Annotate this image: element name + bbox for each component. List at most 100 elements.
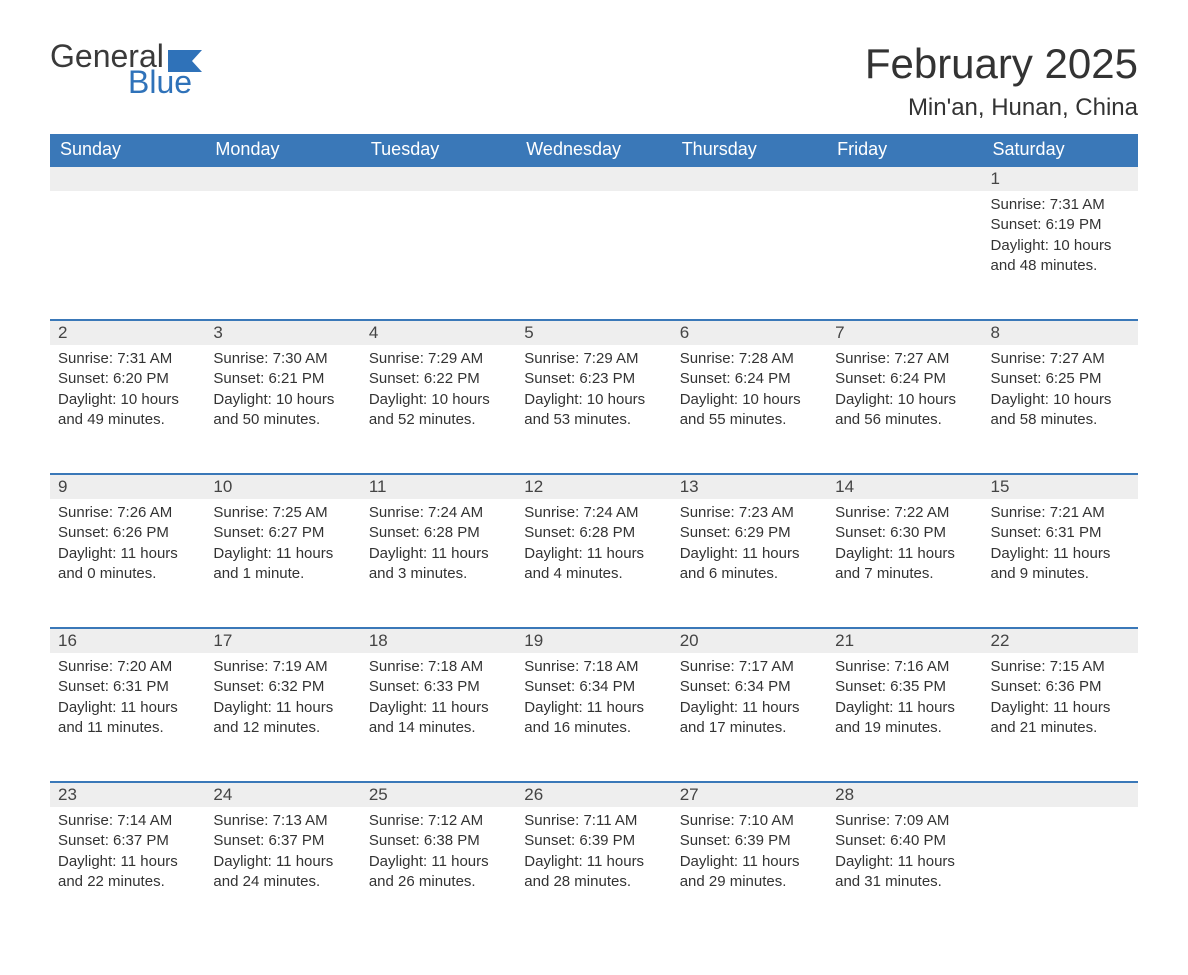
sunrise-line: Sunrise: 7:20 AM — [58, 657, 197, 677]
sunset-line: Sunset: 6:25 PM — [991, 369, 1130, 389]
empty-day-number — [983, 781, 1138, 807]
day-number: 9 — [50, 473, 205, 499]
empty-day-number — [50, 165, 205, 191]
day-details: Sunrise: 7:29 AMSunset: 6:23 PMDaylight:… — [516, 345, 671, 444]
sunset-line: Sunset: 6:33 PM — [369, 677, 508, 697]
sunset-line: Sunset: 6:31 PM — [991, 523, 1130, 543]
day-details: Sunrise: 7:18 AMSunset: 6:33 PMDaylight:… — [361, 653, 516, 752]
day-details: Sunrise: 7:12 AMSunset: 6:38 PMDaylight:… — [361, 807, 516, 906]
weekday-header: Sunday — [50, 134, 205, 165]
daylight-line: Daylight: 10 hours and 52 minutes. — [369, 390, 508, 431]
sunset-line: Sunset: 6:39 PM — [680, 831, 819, 851]
day-details: Sunrise: 7:27 AMSunset: 6:24 PMDaylight:… — [827, 345, 982, 444]
sunset-line: Sunset: 6:37 PM — [58, 831, 197, 851]
day-details: Sunrise: 7:09 AMSunset: 6:40 PMDaylight:… — [827, 807, 982, 906]
empty-day-number — [827, 165, 982, 191]
brand-logo: General Blue — [50, 40, 202, 98]
day-details: Sunrise: 7:22 AMSunset: 6:30 PMDaylight:… — [827, 499, 982, 598]
day-number: 6 — [672, 319, 827, 345]
day-number: 27 — [672, 781, 827, 807]
daylight-line: Daylight: 11 hours and 1 minute. — [213, 544, 352, 585]
day-cell: Sunrise: 7:30 AMSunset: 6:21 PMDaylight:… — [205, 345, 360, 473]
day-cell: Sunrise: 7:29 AMSunset: 6:23 PMDaylight:… — [516, 345, 671, 473]
week-daynum-row: 1 — [50, 165, 1138, 191]
sunset-line: Sunset: 6:37 PM — [213, 831, 352, 851]
sunrise-line: Sunrise: 7:21 AM — [991, 503, 1130, 523]
empty-day-number — [361, 165, 516, 191]
daylight-line: Daylight: 10 hours and 53 minutes. — [524, 390, 663, 431]
empty-day-number — [205, 165, 360, 191]
daylight-line: Daylight: 11 hours and 16 minutes. — [524, 698, 663, 739]
daylight-line: Daylight: 11 hours and 7 minutes. — [835, 544, 974, 585]
daylight-line: Daylight: 11 hours and 21 minutes. — [991, 698, 1130, 739]
daylight-line: Daylight: 11 hours and 4 minutes. — [524, 544, 663, 585]
daylight-line: Daylight: 11 hours and 31 minutes. — [835, 852, 974, 893]
daylight-line: Daylight: 11 hours and 9 minutes. — [991, 544, 1130, 585]
day-number: 21 — [827, 627, 982, 653]
sunset-line: Sunset: 6:32 PM — [213, 677, 352, 697]
day-cell: Sunrise: 7:13 AMSunset: 6:37 PMDaylight:… — [205, 807, 360, 935]
sunset-line: Sunset: 6:28 PM — [524, 523, 663, 543]
week-body-row: Sunrise: 7:31 AMSunset: 6:19 PMDaylight:… — [50, 191, 1138, 319]
sunrise-line: Sunrise: 7:25 AM — [213, 503, 352, 523]
sunset-line: Sunset: 6:24 PM — [835, 369, 974, 389]
daylight-line: Daylight: 11 hours and 24 minutes. — [213, 852, 352, 893]
header-row: General Blue February 2025 Min'an, Hunan… — [50, 40, 1138, 122]
day-details: Sunrise: 7:28 AMSunset: 6:24 PMDaylight:… — [672, 345, 827, 444]
day-details: Sunrise: 7:17 AMSunset: 6:34 PMDaylight:… — [672, 653, 827, 752]
day-number: 3 — [205, 319, 360, 345]
sunrise-line: Sunrise: 7:18 AM — [524, 657, 663, 677]
month-title: February 2025 — [865, 40, 1138, 88]
day-cell: Sunrise: 7:27 AMSunset: 6:25 PMDaylight:… — [983, 345, 1138, 473]
day-details: Sunrise: 7:23 AMSunset: 6:29 PMDaylight:… — [672, 499, 827, 598]
sunset-line: Sunset: 6:39 PM — [524, 831, 663, 851]
day-details: Sunrise: 7:16 AMSunset: 6:35 PMDaylight:… — [827, 653, 982, 752]
day-number: 5 — [516, 319, 671, 345]
sunset-line: Sunset: 6:24 PM — [680, 369, 819, 389]
day-details: Sunrise: 7:25 AMSunset: 6:27 PMDaylight:… — [205, 499, 360, 598]
sunset-line: Sunset: 6:21 PM — [213, 369, 352, 389]
week-daynum-row: 2345678 — [50, 319, 1138, 345]
day-number: 12 — [516, 473, 671, 499]
title-block: February 2025 Min'an, Hunan, China — [865, 40, 1138, 122]
daylight-line: Daylight: 11 hours and 6 minutes. — [680, 544, 819, 585]
sunrise-line: Sunrise: 7:24 AM — [369, 503, 508, 523]
day-cell: Sunrise: 7:27 AMSunset: 6:24 PMDaylight:… — [827, 345, 982, 473]
daylight-line: Daylight: 11 hours and 14 minutes. — [369, 698, 508, 739]
day-details: Sunrise: 7:30 AMSunset: 6:21 PMDaylight:… — [205, 345, 360, 444]
week-body-row: Sunrise: 7:20 AMSunset: 6:31 PMDaylight:… — [50, 653, 1138, 781]
day-number: 14 — [827, 473, 982, 499]
day-details: Sunrise: 7:11 AMSunset: 6:39 PMDaylight:… — [516, 807, 671, 906]
sunset-line: Sunset: 6:40 PM — [835, 831, 974, 851]
daylight-line: Daylight: 11 hours and 0 minutes. — [58, 544, 197, 585]
empty-day-number — [516, 165, 671, 191]
week-body-row: Sunrise: 7:31 AMSunset: 6:20 PMDaylight:… — [50, 345, 1138, 473]
day-cell: Sunrise: 7:17 AMSunset: 6:34 PMDaylight:… — [672, 653, 827, 781]
daylight-line: Daylight: 10 hours and 48 minutes. — [991, 236, 1130, 277]
sunset-line: Sunset: 6:22 PM — [369, 369, 508, 389]
empty-day-cell — [361, 191, 516, 319]
sunset-line: Sunset: 6:29 PM — [680, 523, 819, 543]
day-cell: Sunrise: 7:16 AMSunset: 6:35 PMDaylight:… — [827, 653, 982, 781]
day-number: 11 — [361, 473, 516, 499]
day-cell: Sunrise: 7:20 AMSunset: 6:31 PMDaylight:… — [50, 653, 205, 781]
day-number: 20 — [672, 627, 827, 653]
weekday-header: Wednesday — [516, 134, 671, 165]
weekday-header: Saturday — [983, 134, 1138, 165]
day-number: 10 — [205, 473, 360, 499]
daylight-line: Daylight: 10 hours and 50 minutes. — [213, 390, 352, 431]
sunrise-line: Sunrise: 7:22 AM — [835, 503, 974, 523]
sunrise-line: Sunrise: 7:30 AM — [213, 349, 352, 369]
sunrise-line: Sunrise: 7:14 AM — [58, 811, 197, 831]
sunset-line: Sunset: 6:26 PM — [58, 523, 197, 543]
day-details: Sunrise: 7:26 AMSunset: 6:26 PMDaylight:… — [50, 499, 205, 598]
day-cell: Sunrise: 7:11 AMSunset: 6:39 PMDaylight:… — [516, 807, 671, 935]
sunset-line: Sunset: 6:20 PM — [58, 369, 197, 389]
sunrise-line: Sunrise: 7:31 AM — [991, 195, 1130, 215]
day-cell: Sunrise: 7:09 AMSunset: 6:40 PMDaylight:… — [827, 807, 982, 935]
day-details: Sunrise: 7:31 AMSunset: 6:20 PMDaylight:… — [50, 345, 205, 444]
daylight-line: Daylight: 11 hours and 26 minutes. — [369, 852, 508, 893]
day-cell: Sunrise: 7:15 AMSunset: 6:36 PMDaylight:… — [983, 653, 1138, 781]
sunrise-line: Sunrise: 7:27 AM — [991, 349, 1130, 369]
weekday-header: Monday — [205, 134, 360, 165]
